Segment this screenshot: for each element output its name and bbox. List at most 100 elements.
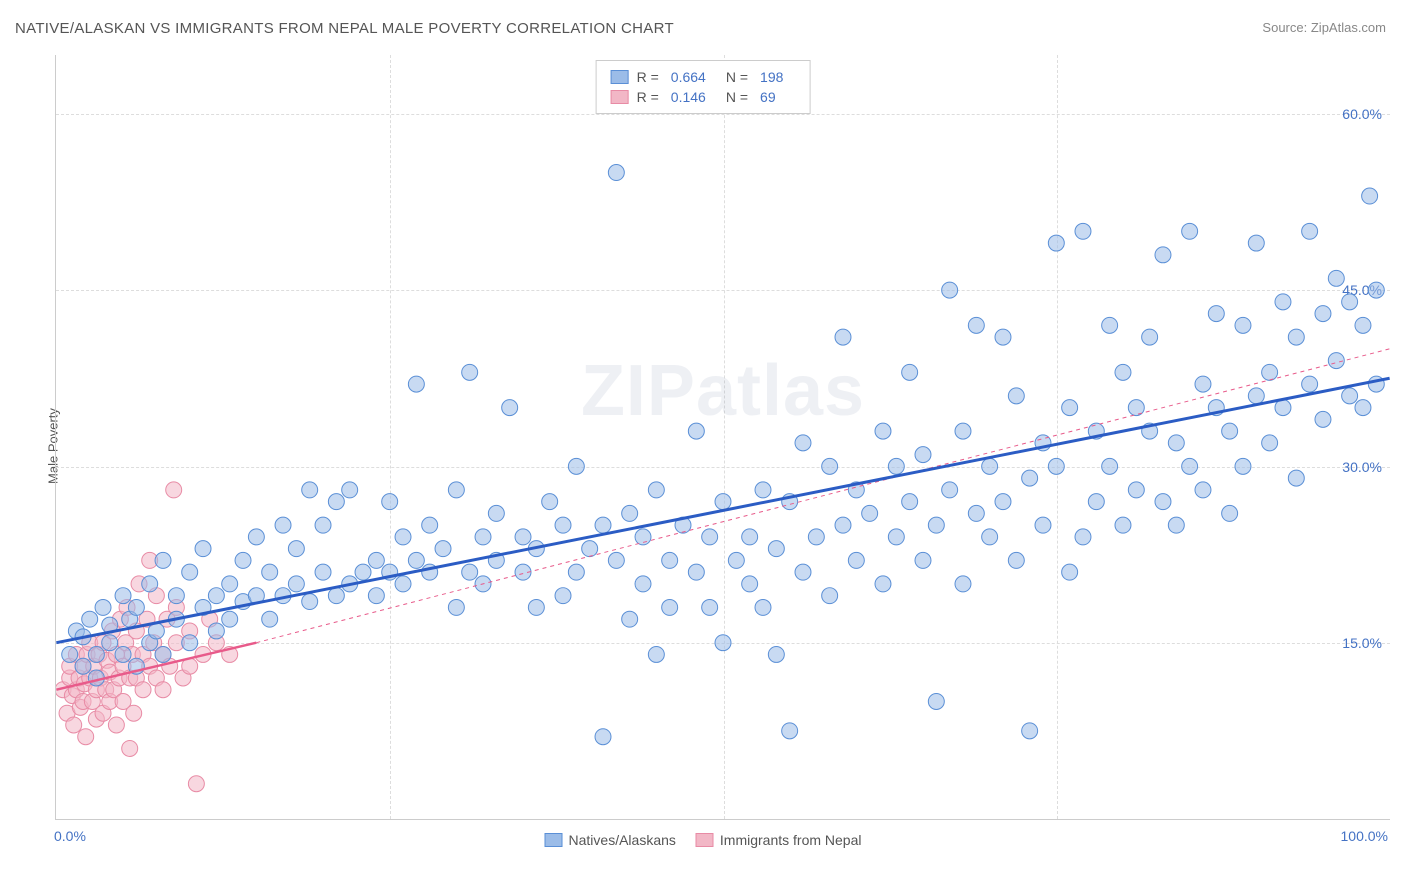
- scatter-point: [875, 576, 891, 592]
- scatter-point: [1355, 400, 1371, 416]
- scatter-point: [635, 576, 651, 592]
- scatter-point: [755, 599, 771, 615]
- scatter-point: [995, 329, 1011, 345]
- scatter-point: [662, 552, 678, 568]
- scatter-point: [108, 717, 124, 733]
- scatter-point: [328, 494, 344, 510]
- scatter-point: [742, 576, 758, 592]
- scatter-point: [795, 435, 811, 451]
- scatter-point: [182, 564, 198, 580]
- scatter-point: [395, 529, 411, 545]
- scatter-point: [862, 505, 878, 521]
- scatter-point: [688, 564, 704, 580]
- scatter-point: [768, 646, 784, 662]
- scatter-point: [1008, 552, 1024, 568]
- scatter-point: [1195, 376, 1211, 392]
- scatter-point: [515, 529, 531, 545]
- legend-stats-row-1: R = 0.146 N = 69: [611, 87, 796, 107]
- scatter-point: [755, 482, 771, 498]
- stat-N-value-0: 198: [760, 69, 783, 85]
- scatter-point: [555, 588, 571, 604]
- scatter-point: [126, 705, 142, 721]
- scatter-point: [622, 611, 638, 627]
- scatter-point: [328, 588, 344, 604]
- source-name: ZipAtlas.com: [1311, 20, 1386, 35]
- scatter-point: [955, 423, 971, 439]
- scatter-point: [1115, 364, 1131, 380]
- scatter-point: [1102, 317, 1118, 333]
- scatter-point: [742, 529, 758, 545]
- scatter-point: [188, 776, 204, 792]
- x-tick-label: 0.0%: [54, 828, 86, 844]
- scatter-point: [122, 740, 138, 756]
- chart-container: NATIVE/ALASKAN VS IMMIGRANTS FROM NEPAL …: [0, 0, 1406, 892]
- scatter-point: [395, 576, 411, 592]
- legend-label-1: Immigrants from Nepal: [720, 832, 862, 848]
- scatter-point: [635, 529, 651, 545]
- scatter-point: [768, 541, 784, 557]
- legend-item-1: Immigrants from Nepal: [696, 832, 862, 848]
- legend-stats-row-0: R = 0.664 N = 198: [611, 67, 796, 87]
- chart-title: NATIVE/ALASKAN VS IMMIGRANTS FROM NEPAL …: [15, 20, 674, 37]
- scatter-point: [875, 423, 891, 439]
- scatter-point: [715, 635, 731, 651]
- scatter-point: [288, 576, 304, 592]
- scatter-point: [142, 576, 158, 592]
- scatter-point: [555, 517, 571, 533]
- scatter-point: [128, 599, 144, 615]
- scatter-point: [1288, 470, 1304, 486]
- scatter-point: [475, 529, 491, 545]
- stat-R-label: R =: [637, 69, 659, 85]
- scatter-point: [275, 517, 291, 533]
- scatter-point: [608, 165, 624, 181]
- scatter-point: [888, 458, 904, 474]
- plot-area: ZIPatlas 15.0%30.0%45.0%60.0%0.0%100.0%: [55, 55, 1390, 820]
- scatter-point: [102, 635, 118, 651]
- scatter-plot-svg: [56, 55, 1390, 819]
- scatter-point: [1182, 223, 1198, 239]
- scatter-point: [1315, 411, 1331, 427]
- scatter-point: [1262, 364, 1278, 380]
- scatter-point: [1208, 306, 1224, 322]
- scatter-point: [78, 729, 94, 745]
- scatter-point: [795, 564, 811, 580]
- stat-R-label: R =: [637, 89, 659, 105]
- scatter-point: [502, 400, 518, 416]
- scatter-point: [608, 552, 624, 568]
- trend-line: [56, 378, 1389, 642]
- scatter-point: [115, 588, 131, 604]
- scatter-point: [168, 588, 184, 604]
- scatter-point: [1342, 294, 1358, 310]
- scatter-point: [835, 329, 851, 345]
- scatter-point: [995, 494, 1011, 510]
- scatter-point: [355, 564, 371, 580]
- scatter-point: [808, 529, 824, 545]
- scatter-point: [1248, 235, 1264, 251]
- scatter-point: [1195, 482, 1211, 498]
- stat-N-value-1: 69: [760, 89, 776, 105]
- scatter-point: [448, 482, 464, 498]
- scatter-point: [622, 505, 638, 521]
- scatter-point: [208, 623, 224, 639]
- scatter-point: [1302, 223, 1318, 239]
- scatter-point: [88, 646, 104, 662]
- scatter-point: [782, 723, 798, 739]
- scatter-point: [1235, 458, 1251, 474]
- scatter-point: [195, 541, 211, 557]
- scatter-point: [1328, 353, 1344, 369]
- scatter-point: [155, 552, 171, 568]
- legend-swatch-pink: [611, 90, 629, 104]
- scatter-point: [968, 505, 984, 521]
- scatter-point: [1328, 270, 1344, 286]
- scatter-point: [1368, 282, 1384, 298]
- scatter-point: [166, 482, 182, 498]
- scatter-point: [342, 482, 358, 498]
- scatter-point: [1075, 529, 1091, 545]
- scatter-point: [1035, 517, 1051, 533]
- scatter-point: [75, 658, 91, 674]
- scatter-point: [382, 494, 398, 510]
- source-label: Source:: [1262, 20, 1307, 35]
- scatter-point: [582, 541, 598, 557]
- legend-item-0: Natives/Alaskans: [545, 832, 676, 848]
- scatter-point: [66, 717, 82, 733]
